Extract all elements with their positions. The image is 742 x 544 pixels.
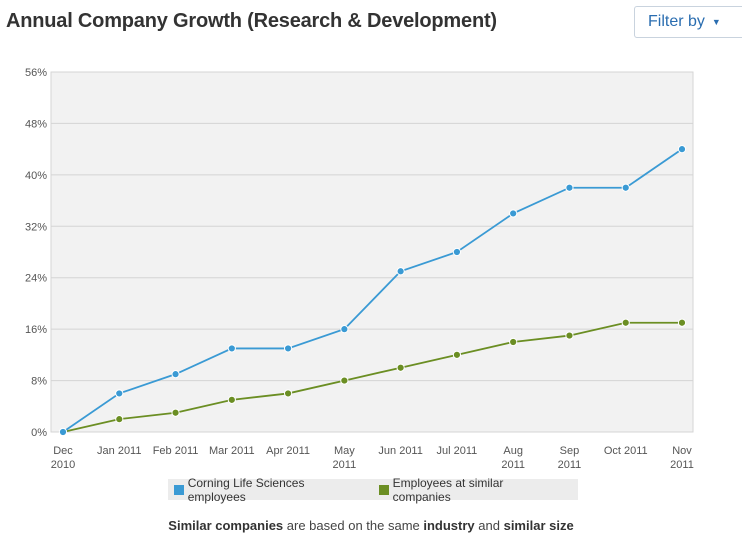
filter-by-button[interactable]: Filter by ▼	[634, 6, 742, 38]
x-tick-label: Aug 2011	[501, 445, 525, 471]
y-tick-label: 32%	[25, 221, 47, 233]
y-tick-label: 16%	[25, 324, 47, 336]
x-tick-label: Dec 2010	[51, 445, 75, 471]
data-point-0	[509, 209, 518, 218]
x-tick-label: Jul 2011	[437, 445, 478, 457]
y-tick-label: 48%	[25, 118, 47, 130]
data-point-1	[115, 415, 124, 424]
plot-area	[50, 71, 694, 433]
x-tick-label: Jun 2011	[378, 445, 422, 457]
legend-label-corning: Corning Life Sciences employees	[187, 475, 305, 504]
footnote-bold-3: similar size	[503, 518, 574, 533]
x-tick-label: Sep 2011	[558, 445, 582, 471]
footnote: Similar companies are based on the same …	[0, 518, 742, 533]
x-tick-label: Mar 2011	[209, 445, 255, 457]
data-point-1	[452, 350, 462, 359]
data-point-1	[565, 331, 574, 340]
series-line-1	[62, 321, 682, 433]
y-tick-label: 56%	[25, 67, 47, 79]
data-point-1	[509, 337, 518, 347]
data-point-0	[621, 183, 630, 192]
legend-swatch-green	[378, 484, 389, 495]
y-tick-label: 40%	[25, 170, 47, 182]
y-tick-label: 0%	[31, 427, 47, 439]
filter-by-label: Filter by	[648, 13, 705, 30]
data-point-0	[677, 145, 687, 154]
footnote-bold-1: Similar companies	[168, 518, 284, 533]
data-point-0	[227, 344, 236, 353]
y-tick-label: 8%	[31, 376, 47, 388]
data-point-1	[227, 395, 236, 404]
data-point-1	[171, 408, 180, 417]
x-tick-label: May 2011	[333, 445, 357, 471]
footnote-text-2: and	[474, 518, 504, 533]
data-point-1	[677, 318, 687, 327]
data-point-0	[115, 389, 124, 398]
chart-legend: Corning Life Sciences employees Employee…	[168, 476, 578, 504]
chart-title: Annual Company Growth (Research & Develo…	[6, 10, 497, 32]
legend-item-corning[interactable]: Corning Life Sciences employees	[174, 476, 361, 504]
data-point-0	[58, 427, 68, 437]
footnote-bold-2: industry	[423, 518, 475, 533]
data-point-0	[565, 183, 574, 192]
data-point-1	[396, 363, 405, 372]
data-point-1	[340, 376, 349, 385]
data-point-1	[283, 389, 293, 398]
legend-swatch-blue	[174, 484, 184, 495]
data-point-0	[171, 370, 180, 379]
series-line-0	[62, 148, 683, 433]
footnote-text-1: are based on the same	[283, 518, 424, 533]
legend-item-similar[interactable]: Employees at similar companies	[378, 475, 560, 504]
data-point-0	[452, 247, 462, 257]
x-tick-label: Apr 2011	[266, 445, 310, 457]
x-tick-label: Nov 2011	[670, 445, 694, 471]
data-point-0	[283, 344, 293, 353]
legend-label-similar: Employees at similar companies	[392, 475, 504, 504]
data-point-0	[340, 325, 349, 334]
x-tick-label: Feb 2011	[153, 445, 199, 457]
y-tick-label: 24%	[25, 273, 47, 285]
data-point-0	[396, 267, 405, 276]
caret-down-icon: ▼	[711, 17, 721, 27]
x-tick-label: Oct 2011	[604, 445, 648, 457]
data-point-1	[621, 318, 630, 327]
x-tick-label: Jan 2011	[97, 445, 141, 457]
